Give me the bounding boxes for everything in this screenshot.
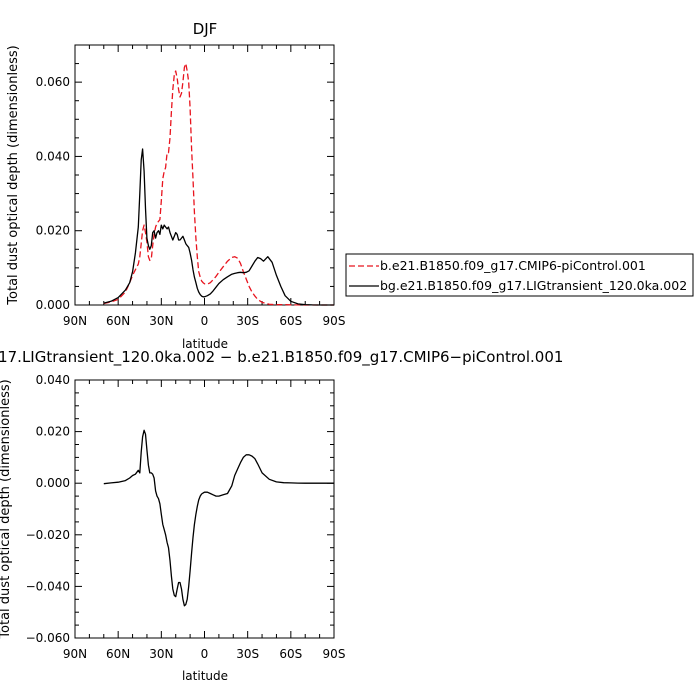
top-y-axis-label: Total dust optical depth (dimensionless) <box>6 45 21 305</box>
top-x-axis-label: latitude <box>182 337 228 351</box>
bottom-x-axis: 90N 60N 30N 0 30S 60S 90S <box>63 380 346 661</box>
x-tick-label: 90N <box>63 314 87 328</box>
top-x-axis: 90N 60N 30N 0 30S 60S 90S <box>63 45 346 328</box>
top-y-axis: 0.000 0.020 0.040 0.060 <box>36 44 334 312</box>
x-tick-label: 90S <box>323 647 346 661</box>
top-panel: DJF 0.000 0.020 0.040 0.060 90N 60N 30N 0 30S 60… <box>6 20 345 351</box>
x-tick-label: 60N <box>106 314 130 328</box>
x-tick-label: 90N <box>63 647 87 661</box>
y-tick-label: 0.020 <box>36 224 70 238</box>
bottom-series-group <box>103 429 334 607</box>
x-tick-label: 30N <box>149 647 173 661</box>
y-tick-label: 0.000 <box>36 476 70 490</box>
legend: b.e21.B1850.f09_g17.CMIP6-piControl.001 … <box>345 253 694 297</box>
x-tick-label: 30S <box>236 314 259 328</box>
bottom-x-axis-label: latitude <box>182 669 228 683</box>
top-panel-title: DJF <box>193 20 218 38</box>
top-series-group <box>103 62 334 306</box>
series-line-1 <box>103 148 334 306</box>
x-tick-label: 0 <box>201 647 209 661</box>
series-line-0 <box>103 429 334 607</box>
x-tick-label: 60S <box>279 647 302 661</box>
legend-box <box>345 253 694 297</box>
y-tick-label: 0.000 <box>36 298 70 312</box>
x-tick-label: 90S <box>323 314 346 328</box>
legend-label-lig: bg.e21.B1850.f09_g17.LIGtransient_120.0k… <box>380 278 687 293</box>
y-tick-label: 0.060 <box>36 75 70 89</box>
bottom-y-axis-label: Total dust optical depth (dimensionless) <box>0 379 13 639</box>
y-tick-label: 0.020 <box>36 425 70 439</box>
x-tick-label: 30S <box>236 647 259 661</box>
y-tick-label: 0.040 <box>36 149 70 163</box>
top-plot-frame <box>74 44 335 306</box>
bottom-panel-title: bg.e21.B1850.f09_g17.LIGtransient_120.0k… <box>0 348 563 367</box>
bottom-plot-frame <box>74 379 335 639</box>
x-tick-label: 30N <box>149 314 173 328</box>
y-tick-label: −0.040 <box>26 579 70 593</box>
bottom-y-axis: −0.060 −0.040 −0.020 0.000 0.020 0.040 <box>26 373 334 645</box>
series-line-0 <box>103 62 334 306</box>
y-tick-label: −0.020 <box>26 528 70 542</box>
x-tick-label: 60N <box>106 647 130 661</box>
legend-label-control: b.e21.B1850.f09_g17.CMIP6-piControl.001 <box>380 258 646 273</box>
y-tick-label: −0.060 <box>26 631 70 645</box>
x-tick-label: 60S <box>279 314 302 328</box>
x-tick-label: 0 <box>201 314 209 328</box>
bottom-panel: bg.e21.B1850.f09_g17.LIGtransient_120.0k… <box>0 348 563 683</box>
y-tick-label: 0.040 <box>36 373 70 387</box>
